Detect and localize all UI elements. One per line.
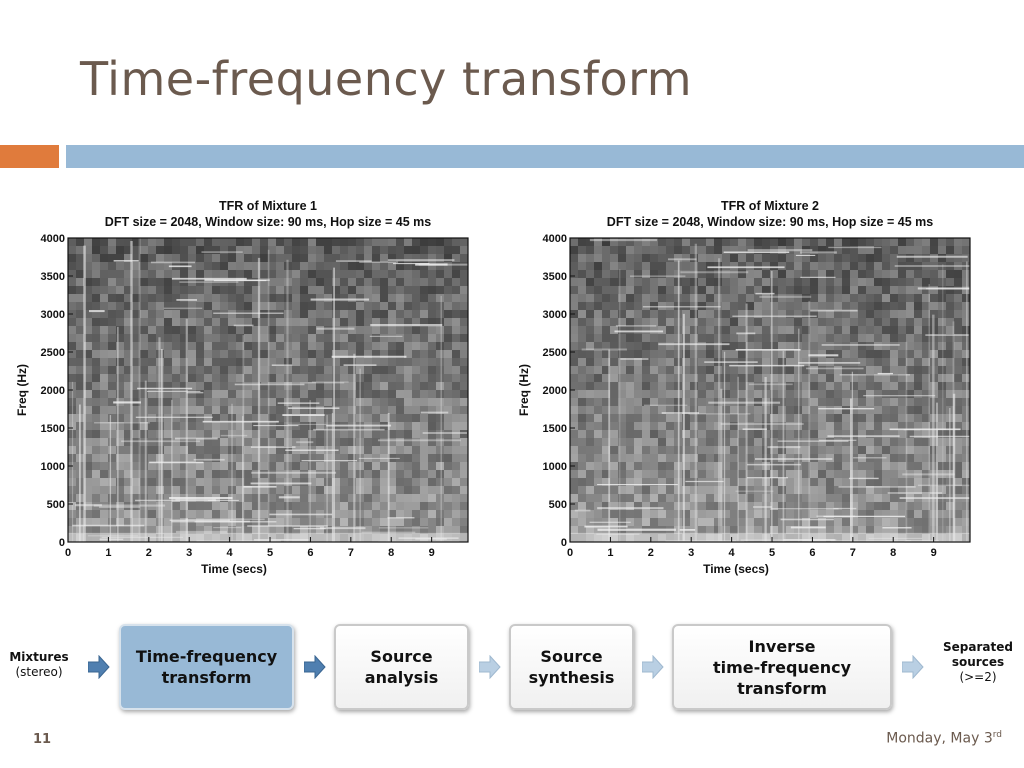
x-tick-label: 4 [227,547,234,559]
x-tick-label: 5 [769,547,775,559]
accent-bar-blue [66,145,1024,168]
y-tick-label: 1000 [543,461,567,473]
heatmap-onsets [71,238,442,542]
y-tick-label: 3500 [543,271,567,283]
chart-subtitle: DFT size = 2048, Window size: 90 ms, Hop… [105,215,431,229]
spectrogram-svg-2: TFR of Mixture 2 DFT size = 2048, Window … [517,199,971,576]
spectrogram-svg-1: TFR of Mixture 1 DFT size = 2048, Window … [15,199,469,576]
y-tick-label: 4000 [543,233,567,245]
date-suffix: rd [992,730,1002,740]
y-tick-label: 3500 [41,271,65,283]
y-tick-label: 2500 [543,347,567,359]
x-tick-label: 6 [809,547,815,559]
y-tick-label: 500 [549,499,567,511]
y-tick-label: 1000 [41,461,65,473]
step-inverse-transform: Inverse time-frequency transform [672,624,892,710]
step-time-frequency-transform: Time-frequency transform [119,624,294,710]
output-label-title: Separated sources [943,640,1013,669]
x-tick-label: 0 [65,547,71,559]
x-tick-label: 5 [267,547,273,559]
step-label: Inverse time-frequency transform [713,636,851,698]
y-axis-label: Freq (Hz) [517,364,531,416]
y-tick-label: 1500 [543,423,567,435]
step-label: Source analysis [364,647,439,687]
step-source-synthesis: Source synthesis [509,624,634,710]
flow-arrow-3 [479,655,501,679]
chart-subtitle: DFT size = 2048, Window size: 90 ms, Hop… [607,215,933,229]
spectrogram-mixture-1: TFR of Mixture 1 DFT size = 2048, Window … [12,196,472,580]
spectrogram-mixture-2: TFR of Mixture 2 DFT size = 2048, Window … [514,196,974,580]
x-tick-label: 7 [850,547,856,559]
y-tick-label: 2500 [41,347,65,359]
date-text: Monday, May 3 [886,730,993,747]
step-source-analysis: Source analysis [334,624,469,710]
output-label-sub: (>=2) [959,670,997,684]
accent-bar-orange [0,145,59,168]
x-tick-label: 0 [567,547,573,559]
heatmap-lowband [570,532,970,542]
y-tick-label: 2000 [543,385,567,397]
chart-title: TFR of Mixture 2 [721,199,819,213]
step-label: Time-frequency transform [135,647,278,687]
y-tick-label: 4000 [41,233,65,245]
x-tick-label: 9 [429,547,435,559]
x-tick-label: 6 [307,547,313,559]
slide-title: Time-frequency transform [80,52,693,106]
x-tick-label: 1 [607,547,613,559]
x-tick-label: 9 [931,547,937,559]
chart-title: TFR of Mixture 1 [219,199,317,213]
y-axis-label: Freq (Hz) [15,364,29,416]
x-tick-label: 8 [890,547,896,559]
x-tick-label: 2 [146,547,152,559]
output-label: Separated sources (>=2) [934,640,1022,685]
x-tick-label: 1 [105,547,111,559]
x-tick-label: 3 [688,547,694,559]
heatmap-texture [570,238,971,543]
y-tick-label: 500 [47,499,65,511]
x-axis-label: Time (secs) [703,562,769,576]
y-tick-label: 0 [59,537,65,549]
page-number: 11 [33,732,52,747]
y-tick-label: 2000 [41,385,65,397]
flow-arrow-2 [304,655,326,679]
flow-arrow-1 [88,655,110,679]
y-tick-label: 0 [561,537,567,549]
input-label-sub: (stereo) [15,665,63,679]
x-tick-label: 2 [648,547,654,559]
input-label: Mixtures (stereo) [4,650,74,680]
y-tick-label: 3000 [543,309,567,321]
x-tick-label: 3 [186,547,192,559]
y-tick-label: 1500 [41,423,65,435]
x-tick-label: 7 [348,547,354,559]
x-tick-label: 8 [388,547,394,559]
x-tick-label: 4 [729,547,736,559]
slide-date: Monday, May 3rd [886,730,1002,747]
flow-arrow-4 [642,655,664,679]
input-label-title: Mixtures [9,650,69,664]
flow-arrow-5 [902,655,924,679]
x-axis-label: Time (secs) [201,562,267,576]
y-tick-label: 3000 [41,309,65,321]
step-label: Source synthesis [528,647,615,687]
heatmap-lowband [68,532,468,542]
